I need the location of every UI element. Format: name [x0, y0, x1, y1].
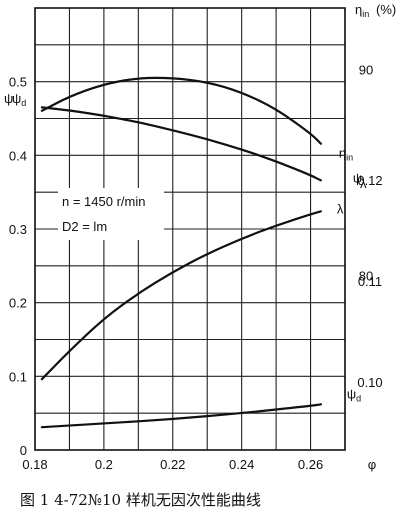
series-line — [40, 106, 322, 182]
left-tick-label: 0.5 — [9, 75, 27, 90]
lambda-tick-label: 0.11 — [358, 274, 382, 289]
annotation-speed: n = 1450 r/min — [62, 194, 145, 209]
left-tick-label: 0 — [20, 443, 27, 458]
figure-caption: 图 1 4-72№10 样机无因次性能曲线 — [20, 491, 261, 509]
series-label-psi: ψ — [353, 170, 362, 185]
left-axis-label-psi: ψ — [4, 91, 13, 106]
left-tick-label: 0.4 — [9, 148, 27, 163]
x-tick-label: 0.24 — [229, 457, 254, 472]
plot-frame — [34, 7, 346, 451]
left-tick-label: 0.2 — [9, 296, 27, 311]
left-tick-label: 0.3 — [9, 222, 27, 237]
left-tick-label: 0.1 — [9, 369, 27, 384]
lambda-tick-label: 0.10 — [357, 375, 382, 390]
right-axis-label-lambda: λ — [360, 176, 367, 191]
series-line — [40, 76, 322, 145]
annotation-box — [58, 188, 164, 240]
eta-tick-label: 80 — [359, 268, 373, 283]
right-axis-label-eta: ηin — [355, 2, 369, 19]
x-tick-label: 0.2 — [95, 457, 113, 472]
operating-conditions: n = 1450 r/min D2 = lm — [58, 188, 164, 240]
series-label-lambda: λ — [337, 201, 344, 216]
x-tick-label: 0.22 — [160, 457, 185, 472]
series-lines — [40, 76, 322, 429]
plot-border — [34, 7, 346, 451]
annotation-diameter: D2 = lm — [62, 219, 107, 234]
lambda-tick-label: 0.12 — [357, 173, 382, 188]
series-line — [40, 403, 322, 429]
x-tick-label: 0.18 — [22, 457, 47, 472]
series-label-eta: ηin — [339, 146, 353, 163]
right-axis-label-eta-unit: (%) — [376, 2, 396, 17]
x-axis-label: φ — [368, 457, 376, 472]
eta-tick-label: 90 — [359, 63, 373, 78]
x-tick-label: 0.26 — [298, 457, 323, 472]
series-line — [40, 210, 322, 381]
left-axis-label-psid: ψd — [12, 91, 26, 108]
